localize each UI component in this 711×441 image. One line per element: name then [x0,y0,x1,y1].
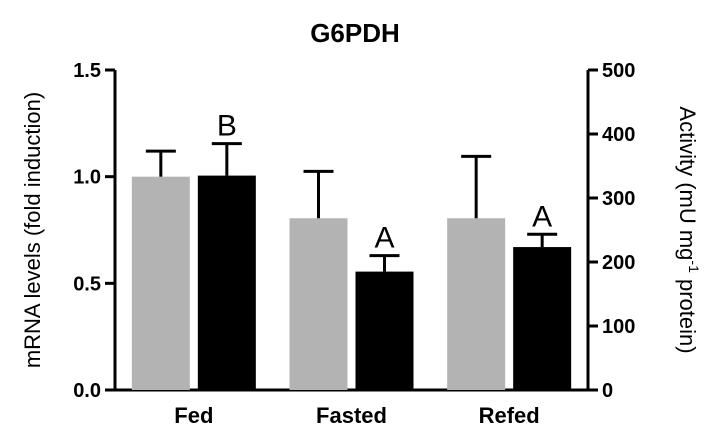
right-axis-label-tail: protein) [675,273,700,354]
x-tick-labels: Fed Fasted Refed [174,403,539,428]
left-axis-label: mRNA levels (fold induction) [20,92,45,368]
x-tick-label: Refed [479,403,540,428]
right-tick-label: 0 [602,380,613,402]
chart-title: G6PDH [310,18,400,48]
left-tick-label: 0.5 [73,273,101,295]
bar [513,247,571,390]
bar [290,218,348,390]
significance-label: A [374,222,394,255]
right-tick-label: 300 [602,188,635,210]
bar [198,176,256,390]
right-tick-label: 500 [602,60,635,82]
significance-label: A [532,200,552,233]
right-axis-label-superscript: -1 [686,260,702,273]
right-tick-label: 100 [602,316,635,338]
x-tick-label: Fasted [316,403,387,428]
right-tick-label: 200 [602,252,635,274]
bar [132,177,190,390]
bar [356,272,414,390]
left-tick-label: 1.5 [73,60,101,82]
left-tick-label: 0.0 [73,380,101,402]
right-y-ticks: 0 100 200 300 400 500 [588,60,635,402]
significance-label: B [217,110,237,143]
right-axis-label-main: Activity (mU mg [675,106,700,260]
bar [447,218,505,390]
x-tick-label: Fed [174,403,213,428]
bars: B A A [132,110,571,390]
right-tick-label: 400 [602,124,635,146]
left-tick-label: 1.0 [73,167,101,189]
left-y-ticks: 0.0 0.5 1.0 1.5 [73,60,115,402]
right-axis-label: Activity (mU mg-1 protein) [675,106,702,353]
